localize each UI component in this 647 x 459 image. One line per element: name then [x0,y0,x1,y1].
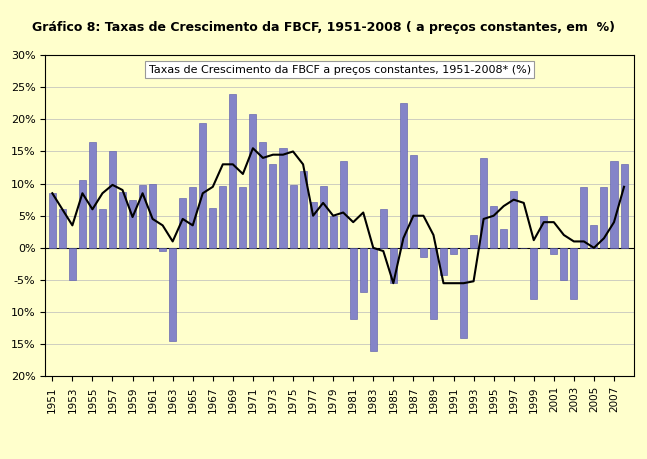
Bar [540,216,547,248]
Text: Taxas de Crescimento da FBCF a preços constantes, 1951-2008* (%): Taxas de Crescimento da FBCF a preços co… [149,65,531,75]
Bar [309,202,316,248]
Bar [531,248,537,299]
Bar [149,184,156,248]
Bar [460,248,467,338]
Bar [329,216,336,248]
Bar [219,185,226,248]
Bar [69,248,76,280]
Bar [420,248,427,257]
Bar [560,248,567,280]
Bar [119,192,126,248]
Bar [620,164,628,248]
Bar [259,142,267,248]
Bar [99,209,106,248]
Bar [300,171,307,248]
Bar [289,185,296,248]
Bar [600,187,608,248]
Bar [179,198,186,248]
Bar [390,248,397,283]
Bar [169,248,176,341]
Bar [249,114,256,248]
Bar [350,248,356,319]
Bar [109,151,116,248]
Bar [400,103,407,248]
Bar [580,187,587,248]
Bar [199,123,206,248]
Bar [129,200,136,248]
Bar [269,164,276,248]
Bar [49,193,56,248]
Bar [189,187,196,248]
Bar [450,248,457,254]
Bar [410,155,417,248]
Bar [571,248,577,299]
Bar [209,208,216,248]
Bar [79,180,86,248]
Bar [470,235,477,248]
Bar [89,142,96,248]
Bar [370,248,377,351]
Bar [480,158,487,248]
Bar [159,248,166,251]
Bar [239,187,247,248]
Bar [440,248,447,275]
Bar [360,248,367,291]
Text: Gráfico 8: Taxas de Crescimento da FBCF, 1951-2008 ( a preços constantes, em  %): Gráfico 8: Taxas de Crescimento da FBCF,… [32,21,615,34]
Bar [229,94,236,248]
Bar [500,229,507,248]
Bar [510,191,517,248]
Bar [430,248,437,319]
Bar [320,185,327,248]
Bar [139,185,146,248]
Bar [340,161,347,248]
Bar [490,206,497,248]
Bar [551,248,557,254]
Bar [380,209,387,248]
Bar [611,161,617,248]
Bar [280,148,287,248]
Bar [591,225,597,248]
Bar [59,209,66,248]
